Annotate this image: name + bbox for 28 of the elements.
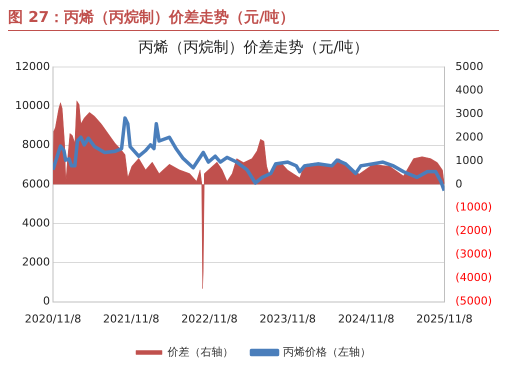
x-tick-label: 2020/11/8 [24,312,82,326]
y2-tick-label: 4000 [455,83,484,96]
y-tick-label: 8000 [22,138,50,152]
y2-tick-label: 3000 [455,106,484,120]
x-tick-label: 2022/11/8 [181,312,238,326]
y2-tick-label: 5000 [455,60,484,73]
x-tick-label: 2024/11/8 [338,312,394,326]
x-tick-label: 2023/11/8 [260,312,316,326]
y2-tick-label: 2000 [455,130,484,144]
y2-tick-label: (1000) [455,200,492,214]
x-tick-label: 2025/11/8 [416,312,473,326]
y2-tick-label: (2000) [455,224,492,238]
y-tick-label: 10000 [14,98,50,112]
y2-tick-label: (3000) [455,248,492,261]
legend-label: 丙烯价格（左轴） [283,345,371,358]
y-tick-label: 4000 [22,216,50,230]
y2-tick-label: 0 [455,177,462,190]
y-tick-label: 6000 [22,177,50,190]
x-tick-label: 2021/11/8 [103,312,160,326]
y-tick-label: 2000 [22,256,50,269]
y2-tick-label: (5000) [455,294,492,308]
chart-title: 图 27：丙烯（丙烷制）价差走势（元/吨） [8,8,499,31]
y2-tick-label: (4000) [455,271,492,284]
y2-tick-label: 1000 [455,154,484,167]
chart-subtitle: 丙烯（丙烷制）价差走势（元/吨） [138,38,369,56]
legend-label: 价差（右轴） [166,345,234,358]
y-tick-label: 0 [42,294,50,308]
y-tick-label: 12000 [14,60,50,73]
